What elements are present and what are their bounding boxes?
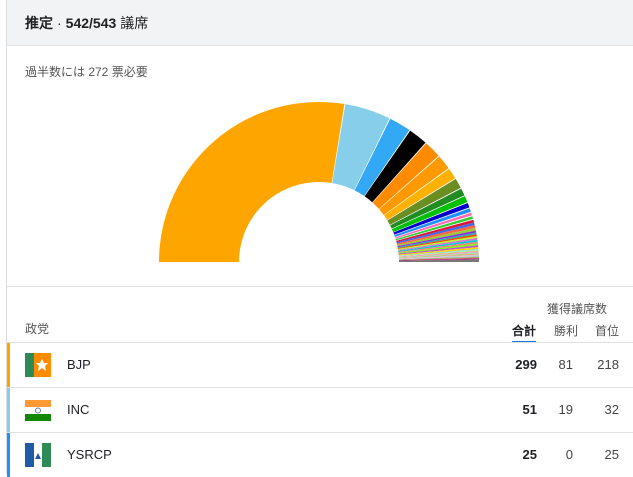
chart-segment-23 [398, 239, 478, 252]
chart-segment-33 [398, 253, 479, 259]
chart-segment-29 [398, 249, 479, 257]
seats-leading: 218 [597, 357, 619, 372]
chart-segment-27 [398, 247, 479, 256]
chart-segment-5 [379, 156, 449, 216]
row-divider [7, 387, 633, 388]
chart-segment-12 [395, 212, 473, 239]
chart-segment-3 [364, 130, 426, 203]
party-name: INC [67, 402, 90, 417]
total-column-header[interactable]: 合計 [512, 322, 537, 343]
chart-segment-36 [398, 256, 479, 260]
chart-segment-18 [397, 230, 477, 248]
chart-segment-6 [384, 168, 456, 221]
ysrcp-flag-icon [25, 443, 51, 467]
seats-won: 19 [558, 402, 573, 417]
seat-half-donut-chart [159, 101, 479, 262]
section-divider [7, 286, 633, 287]
party-name: YSRCP [67, 447, 112, 462]
table-row-ysrcp[interactable]: YSRCP 25 0 25 [7, 433, 633, 477]
table-row-inc[interactable]: INC 51 19 32 [7, 388, 633, 432]
row-divider [7, 342, 633, 343]
chart-segment-8 [390, 188, 465, 229]
chart-segment-37 [398, 257, 479, 261]
table-header: 政党 獲得議席数 合計 勝利 首位 [7, 300, 633, 343]
party-color-bar [7, 388, 10, 432]
chart-segment-15 [396, 222, 475, 244]
chart-segment-10 [393, 203, 470, 235]
majority-note: 過半数には 272 票必要 [25, 65, 148, 79]
bjp-flag-icon [25, 353, 51, 377]
election-results-card: 推定 · 542/543 議席 過半数には 272 票必要 政党 獲得議席数 合… [6, 0, 633, 477]
chart-segment-30 [398, 250, 479, 257]
inc-flag-icon [25, 400, 51, 421]
leading-column-header[interactable]: 首位 [595, 324, 620, 338]
chart-segment-9 [391, 196, 468, 233]
party-column-header: 政党 [25, 322, 50, 336]
chart-segment-39 [398, 259, 479, 262]
chart-segment-25 [398, 243, 479, 254]
seats-won: 0 [565, 447, 573, 462]
seat-count: 542/543 [65, 14, 117, 31]
party-name: BJP [67, 357, 91, 372]
chart-segment-38 [398, 258, 479, 261]
row-divider [7, 432, 633, 433]
chart-segment-31 [398, 251, 479, 258]
party-color-bar [7, 433, 10, 477]
table-row-bjp[interactable]: BJP 299 81 218 [7, 343, 633, 387]
chart-segment-0 [159, 101, 345, 262]
seats-leading: 32 [604, 402, 619, 417]
chart-segment-24 [398, 241, 478, 253]
seats-leading: 25 [604, 447, 619, 462]
seats-won: 81 [558, 357, 573, 372]
chart-segment-26 [398, 245, 479, 255]
chart-segment-2 [354, 118, 410, 197]
chart-segment-4 [372, 143, 439, 209]
seats-group-header: 獲得議席数 [546, 302, 607, 316]
chart-segment-35 [398, 255, 479, 260]
chart-segment-17 [397, 227, 476, 247]
chart-segment-1 [332, 104, 390, 191]
chart-segment-11 [394, 208, 471, 237]
chart-segment-22 [398, 237, 478, 251]
party-color-bar [7, 343, 10, 387]
won-column-header[interactable]: 勝利 [554, 324, 579, 338]
estimate-label: 推定 [25, 14, 53, 31]
chart-segment-32 [398, 252, 479, 258]
total-seats: 51 [522, 402, 537, 417]
chart-segment-21 [397, 236, 478, 250]
chart-segment-28 [398, 249, 479, 256]
total-seats: 25 [522, 447, 537, 462]
chart-segment-14 [396, 219, 475, 243]
seat-unit: 議席 [120, 14, 149, 31]
total-seats: 299 [515, 357, 537, 372]
chart-segment-16 [396, 225, 476, 245]
chart-segment-34 [398, 254, 479, 259]
chart-segment-13 [395, 216, 474, 241]
results-header: 推定 · 542/543 議席 [7, 0, 633, 46]
chart-segment-7 [387, 178, 461, 225]
chart-segment-20 [397, 234, 477, 250]
header-separator: · [57, 14, 62, 31]
chart-segment-19 [397, 232, 477, 249]
